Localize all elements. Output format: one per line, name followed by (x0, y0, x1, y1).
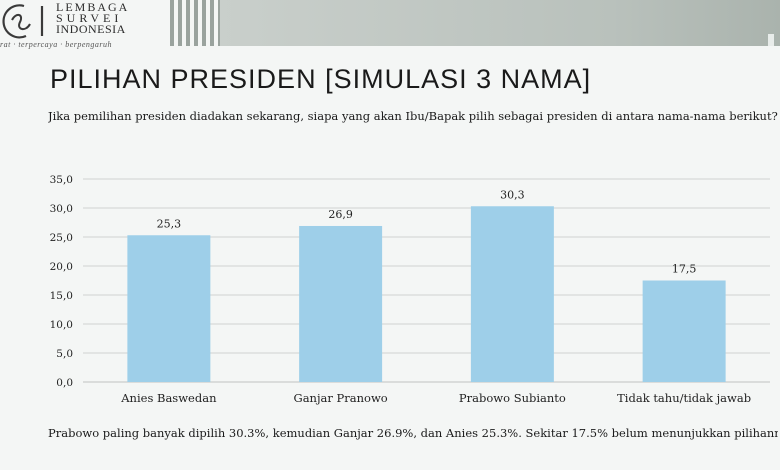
y-tick-label: 10,0 (50, 319, 73, 331)
header-band (220, 0, 780, 46)
logo-line-2: SURVEI (56, 11, 123, 25)
bar-chart: 0,0 5,0 10,0 15,0 20,0 25,0 30,0 35,0 25,3 26,9 3… (50, 174, 770, 405)
lsi-logo-icon (2, 4, 44, 39)
y-tick-label: 20,0 (50, 261, 73, 273)
bar-value-label: 26,9 (328, 208, 353, 221)
bar-value-label: 17,5 (672, 263, 697, 276)
x-category-label: Ganjar Pranowo (294, 391, 388, 405)
page-title: PILIHAN PRESIDEN [SIMULASI 3 NAMA] (50, 64, 592, 94)
y-tick-label: 15,0 (50, 290, 73, 302)
bar-value-label: 25,3 (157, 217, 182, 230)
x-axis-labels: Anies Baswedan Ganjar Pranowo Prabowo Subi… (120, 391, 751, 405)
bar-tidak-tahu-tidak-jawab (642, 280, 726, 382)
bar-prabowo-subianto (470, 206, 554, 382)
logo-line-1: LEMBAGA (56, 0, 130, 14)
x-category-label: Anies Baswedan (120, 391, 217, 405)
y-tick-label: 0,0 (56, 377, 73, 389)
y-axis-ticks: 0,0 5,0 10,0 15,0 20,0 25,0 30,0 35,0 (50, 174, 73, 389)
logo-wordmark: LEMBAGA SURVEI INDONESIA (56, 0, 130, 36)
bar-ganjar-pranowo (299, 225, 383, 382)
survey-question: Jika pemilihan presiden diadakan sekaran… (48, 109, 778, 123)
logo-tagline: rat · terpercaya · berpengaruh (0, 40, 113, 49)
y-tick-label: 30,0 (50, 203, 73, 215)
bar-value-label: 30,3 (500, 188, 525, 201)
header-stripes (170, 0, 222, 46)
bars (127, 206, 726, 382)
y-tick-label: 35,0 (50, 174, 73, 186)
header-bar: LEMBAGA SURVEI INDONESIA rat · terpercay… (0, 0, 780, 50)
value-labels: 25,3 26,9 30,3 17,5 (157, 188, 697, 275)
x-category-label: Tidak tahu/tidak jawab (617, 391, 751, 405)
logo-line-3: INDONESIA (56, 22, 126, 36)
bar-anies-baswedan (127, 235, 211, 382)
y-tick-label: 5,0 (56, 348, 73, 360)
y-tick-label: 25,0 (50, 232, 73, 244)
summary-text: Prabowo paling banyak dipilih 30.3%, kem… (48, 426, 778, 440)
x-category-label: Prabowo Subianto (459, 391, 566, 405)
